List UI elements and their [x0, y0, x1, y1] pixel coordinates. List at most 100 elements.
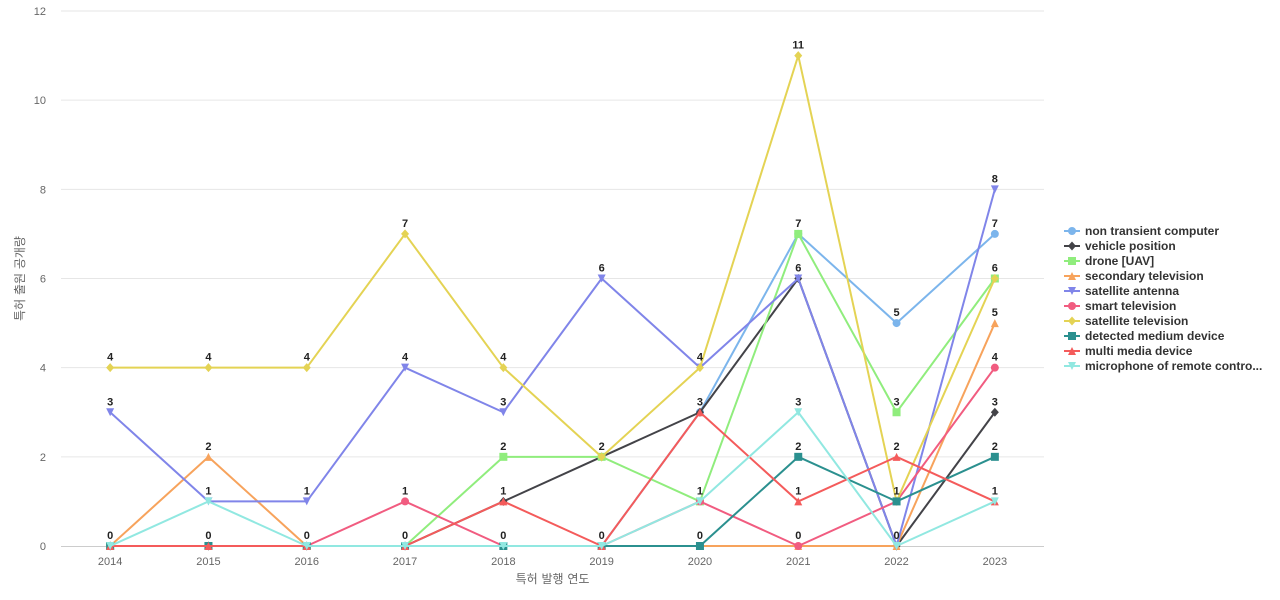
legend-marker[interactable] [1068, 347, 1076, 355]
series-line[interactable] [109, 411, 996, 547]
series-point[interactable] [597, 542, 606, 550]
series-point[interactable] [499, 408, 508, 417]
series-9[interactable] [106, 408, 999, 550]
data-label: 2 [992, 441, 998, 453]
series-point[interactable] [990, 363, 999, 372]
data-label: 0 [500, 530, 506, 542]
series-point[interactable] [499, 363, 508, 373]
series-6[interactable] [106, 51, 999, 506]
legend-marker[interactable] [1068, 362, 1076, 370]
x-tick-label: 2020 [688, 556, 712, 568]
series-point[interactable] [302, 497, 311, 506]
series-point[interactable] [401, 542, 410, 550]
legend-item[interactable]: detected medium device [1064, 329, 1225, 343]
data-label: 0 [304, 530, 310, 542]
legend-marker[interactable] [1068, 302, 1076, 310]
legend-item[interactable]: vehicle position [1064, 239, 1176, 253]
series-point[interactable] [106, 542, 115, 550]
series-point[interactable] [794, 497, 803, 506]
data-label: 11 [792, 40, 804, 52]
series-point[interactable] [597, 452, 606, 462]
series-point[interactable] [794, 408, 803, 417]
series-point[interactable] [106, 408, 115, 417]
series-point[interactable] [302, 542, 311, 550]
data-label: 6 [795, 263, 801, 275]
legend-marker[interactable] [1068, 287, 1076, 295]
data-label: 1 [402, 485, 408, 497]
series-point[interactable] [990, 319, 999, 328]
series-point[interactable] [204, 542, 213, 550]
series-point[interactable] [794, 51, 803, 61]
series-point[interactable] [990, 229, 999, 238]
legend-marker[interactable] [1068, 316, 1076, 326]
series-point[interactable] [204, 497, 213, 506]
x-tick-label: 2023 [983, 556, 1007, 568]
legend-item[interactable]: satellite television [1064, 314, 1188, 328]
series-point[interactable] [499, 542, 508, 550]
data-label: 8 [992, 173, 998, 185]
series-line[interactable] [110, 54, 996, 503]
data-label: 0 [402, 530, 408, 542]
data-label: 7 [795, 218, 801, 230]
data-label: 2 [500, 441, 506, 453]
legend-item[interactable]: drone [UAV] [1064, 254, 1154, 268]
series-point[interactable] [204, 363, 213, 373]
data-labels: 4304210410741043210620431011763210532108… [107, 40, 999, 542]
series-point[interactable] [695, 363, 704, 373]
data-label: 3 [697, 396, 703, 408]
series-line[interactable] [109, 189, 996, 547]
data-label: 7 [402, 218, 408, 230]
series-point[interactable] [794, 542, 803, 550]
series-point[interactable] [990, 497, 999, 506]
series-lines [106, 51, 999, 551]
data-label: 1 [500, 485, 506, 497]
legend-item[interactable]: microphone of remote contro... [1064, 359, 1262, 373]
legend-marker[interactable] [1068, 241, 1076, 251]
legend-item[interactable]: satellite antenna [1064, 284, 1179, 298]
series-point[interactable] [499, 497, 508, 506]
series-point[interactable] [892, 319, 901, 328]
legend-item[interactable]: smart television [1064, 299, 1176, 313]
data-label: 0 [795, 530, 801, 542]
series-point[interactable] [892, 542, 901, 550]
series-point[interactable] [401, 497, 410, 506]
series-point[interactable] [794, 274, 803, 283]
series-point[interactable] [794, 452, 803, 461]
data-label: 7 [992, 218, 998, 230]
series-point[interactable] [892, 452, 901, 461]
series-point[interactable] [990, 185, 999, 194]
data-label: 1 [697, 485, 703, 497]
series-point[interactable] [990, 274, 999, 283]
series-point[interactable] [401, 363, 410, 372]
series-point[interactable] [302, 363, 311, 373]
series-point[interactable] [204, 452, 213, 461]
data-label: 4 [304, 352, 311, 364]
data-label: 4 [205, 352, 212, 364]
y-tick-label: 12 [34, 6, 46, 18]
series-point[interactable] [499, 452, 508, 461]
series-point[interactable] [695, 408, 704, 417]
legend-item[interactable]: multi media device [1064, 344, 1193, 358]
series-point[interactable] [794, 229, 803, 238]
data-label: 4 [992, 352, 999, 364]
series-point[interactable] [990, 452, 999, 461]
legend-item[interactable]: non transient computer [1064, 224, 1219, 238]
series-point[interactable] [401, 229, 410, 239]
series-point[interactable] [695, 542, 704, 550]
series-point[interactable] [597, 274, 606, 283]
series-point[interactable] [990, 407, 999, 417]
series-point[interactable] [106, 363, 115, 373]
legend-item[interactable]: secondary television [1064, 269, 1204, 283]
series-point[interactable] [892, 408, 901, 417]
legend-marker[interactable] [1068, 272, 1076, 280]
legend-marker[interactable] [1068, 257, 1076, 265]
x-tick-label: 2015 [196, 556, 220, 568]
series-line[interactable] [109, 322, 996, 547]
x-tick-label: 2016 [295, 556, 319, 568]
x-tick-label: 2014 [98, 556, 122, 568]
series-point[interactable] [695, 497, 704, 506]
legend-marker[interactable] [1068, 332, 1076, 340]
series-point[interactable] [892, 497, 901, 506]
legend-marker[interactable] [1068, 227, 1076, 235]
